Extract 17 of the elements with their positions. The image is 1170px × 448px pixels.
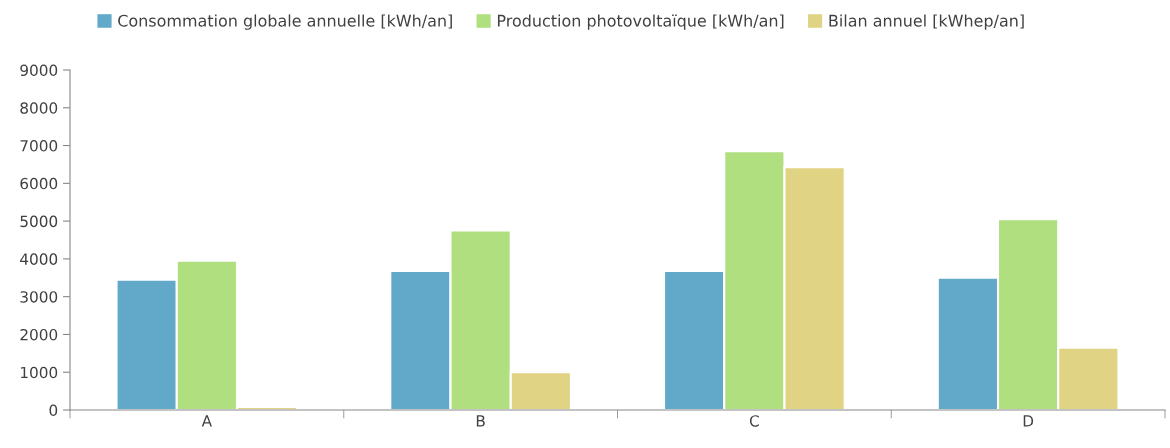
y-tick-label: 5000 — [20, 215, 58, 228]
legend-label: Consommation globale annuelle [kWh/an] — [118, 14, 452, 30]
y-tick-label: 8000 — [20, 102, 58, 114]
legend-label: Production photovoltaïque [kWh/an] — [497, 14, 784, 30]
y-tick-label: 2000 — [20, 328, 58, 341]
x-tick-label: C — [749, 415, 759, 427]
x-tick-label: A — [201, 415, 212, 427]
y-tick-label: 9000 — [20, 64, 58, 77]
y-tick-label: 7000 — [20, 140, 58, 152]
y-tick-label: 3000 — [20, 291, 58, 303]
y-tick-label: 1000 — [20, 366, 58, 379]
legend-label: Bilan annuel [kWhep/an] — [829, 14, 1024, 30]
x-tick-label: B — [476, 415, 485, 427]
y-tick-label: 4000 — [20, 253, 58, 265]
y-tick-label: 0 — [49, 404, 58, 417]
x-tick-label: D — [1023, 415, 1034, 427]
y-tick-label: 6000 — [20, 177, 58, 190]
